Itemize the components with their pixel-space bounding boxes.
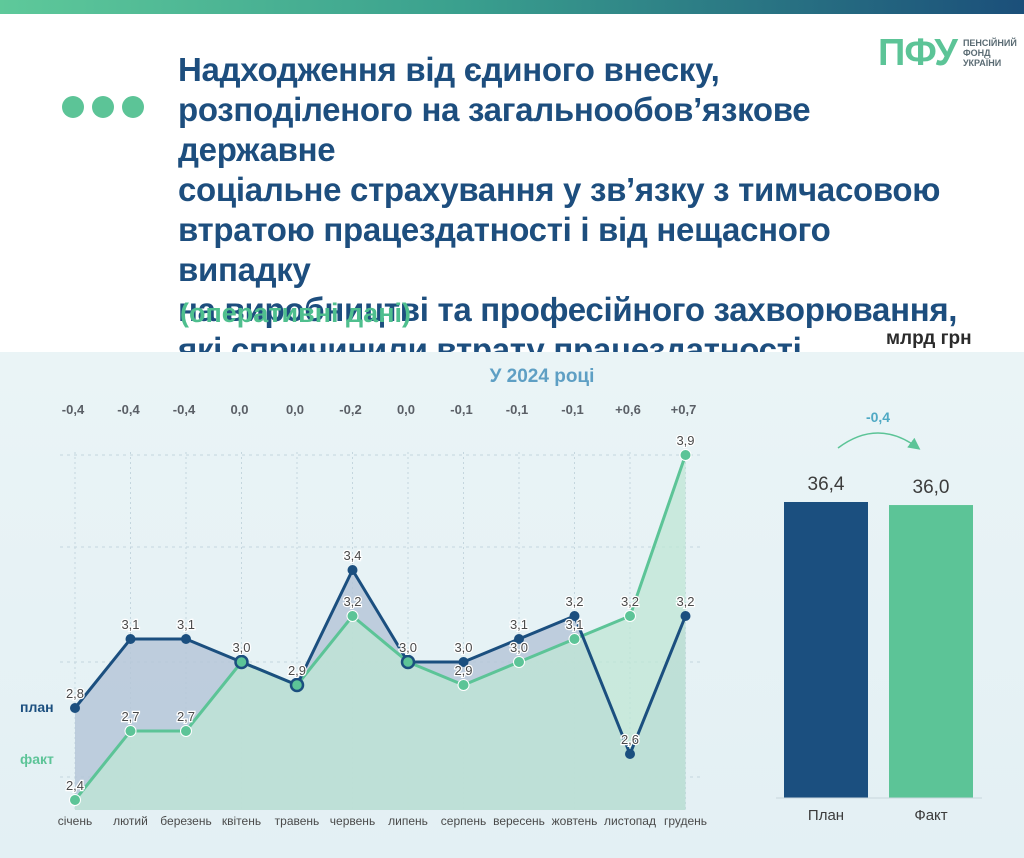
- x-tick-label: березень: [160, 814, 211, 828]
- plan-point: [625, 749, 635, 759]
- difference-label: -0,4: [117, 402, 140, 417]
- plan-series-name: план: [20, 699, 54, 715]
- unit-label: млрд грн: [886, 328, 972, 349]
- difference-label: -0,1: [506, 402, 528, 417]
- page-subtitle: (оперативні дані): [180, 298, 412, 328]
- plan-data-label: 3,0: [454, 640, 472, 655]
- plan-series-line: [73, 566, 687, 759]
- fact-data-label: 2,7: [121, 709, 139, 724]
- x-tick-label: червень: [330, 814, 375, 828]
- plan-data-label: 3,1: [121, 617, 139, 632]
- x-tick-label: грудень: [664, 814, 707, 828]
- fact-point: [679, 449, 692, 461]
- chart-title: У 2024 році: [490, 366, 595, 387]
- difference-arrow-icon: [837, 432, 921, 450]
- dot-icon: [122, 96, 144, 118]
- plan-point: [125, 634, 136, 644]
- difference-label: 0,0: [397, 402, 415, 417]
- fact-data-label: 2,4: [66, 778, 84, 793]
- plan-data-label: 3,1: [177, 617, 195, 632]
- x-tick-label: квітень: [222, 814, 261, 828]
- bar-value-label: 36,4: [808, 474, 845, 495]
- bar-category-label: План: [808, 807, 844, 824]
- bar-category-label: Факт: [914, 807, 947, 824]
- x-tick-label: жовтень: [552, 814, 598, 828]
- plan-point: [70, 703, 80, 713]
- logo-text: ПЕНСІЙНИЙ ФОНД УКРАЇНИ: [962, 38, 1017, 68]
- difference-label: -0,4: [62, 402, 85, 417]
- x-tick-label: липень: [388, 814, 428, 828]
- difference-label: -0,4: [173, 402, 196, 417]
- fact-point: [457, 679, 470, 691]
- difference-label: -0,1: [561, 402, 583, 417]
- difference-label: 0,0: [286, 402, 304, 417]
- difference-label: -0,2: [339, 402, 361, 417]
- difference-label: +0,7: [671, 402, 697, 417]
- x-tick-label: січень: [58, 814, 92, 828]
- fact-data-label: 3,0: [510, 640, 528, 655]
- difference-label: 0,0: [230, 402, 248, 417]
- plan-point: [347, 565, 358, 575]
- plan-data-label: 3,2: [565, 594, 583, 609]
- bar-difference-label: -0,4: [866, 409, 890, 425]
- plan-point: [569, 611, 580, 621]
- difference-label: +0,6: [615, 402, 641, 417]
- difference-label: -0,1: [450, 402, 472, 417]
- fact-data-label: 2,7: [177, 709, 195, 724]
- plan-point: [181, 634, 191, 644]
- page-title: Надходження від єдиного внеску, розподіл…: [178, 51, 958, 368]
- pfu-logo: ПФУ ПЕНСІЙНИЙ ФОНД УКРАЇНИ: [878, 32, 1017, 74]
- fact-point: [124, 725, 137, 737]
- fact-data-label: 2,9: [454, 663, 472, 678]
- plan-data-label: 3,2: [676, 594, 694, 609]
- plan-total-bar: [784, 502, 868, 798]
- plan-point: [234, 654, 249, 670]
- x-tick-label: травень: [275, 814, 320, 828]
- decorative-dots: [62, 96, 144, 118]
- plan-point: [680, 611, 691, 621]
- plan-data-label: 2,6: [621, 732, 639, 747]
- fact-point: [568, 633, 581, 645]
- x-tick-label: серпень: [441, 814, 486, 828]
- plan-point: [458, 657, 469, 667]
- plan-point: [289, 677, 305, 693]
- fact-area: [75, 455, 686, 810]
- plan-data-label: 2,9: [288, 663, 306, 678]
- fact-data-label: 3,9: [676, 433, 694, 448]
- logo-mark: ПФУ: [878, 32, 958, 74]
- top-gradient-bar: [0, 0, 1024, 14]
- fact-series-name: факт: [20, 751, 54, 767]
- plan-data-label: 3,0: [232, 640, 250, 655]
- plan-data-label: 2,8: [66, 686, 84, 701]
- fact-data-label: 3,2: [343, 594, 361, 609]
- fact-point: [180, 725, 192, 737]
- plan-data-label: 3,4: [343, 548, 361, 563]
- fact-point: [346, 610, 359, 622]
- plan-point: [514, 634, 524, 644]
- x-tick-label: листопад: [604, 814, 656, 828]
- fact-data-label: 3,1: [565, 617, 583, 632]
- fact-total-bar: [889, 505, 973, 798]
- plan-data-label: 3,1: [510, 617, 528, 632]
- fact-data-label: 3,2: [621, 594, 639, 609]
- plan-data-label: 3,0: [399, 640, 417, 655]
- dot-icon: [62, 96, 84, 118]
- fact-point: [69, 794, 81, 806]
- x-tick-label: лютий: [113, 814, 148, 828]
- fact-point: [624, 610, 636, 622]
- dot-icon: [92, 96, 114, 118]
- bar-value-label: 36,0: [913, 477, 950, 498]
- fact-point: [513, 656, 525, 668]
- plan-point: [400, 654, 416, 670]
- x-tick-label: вересень: [493, 814, 545, 828]
